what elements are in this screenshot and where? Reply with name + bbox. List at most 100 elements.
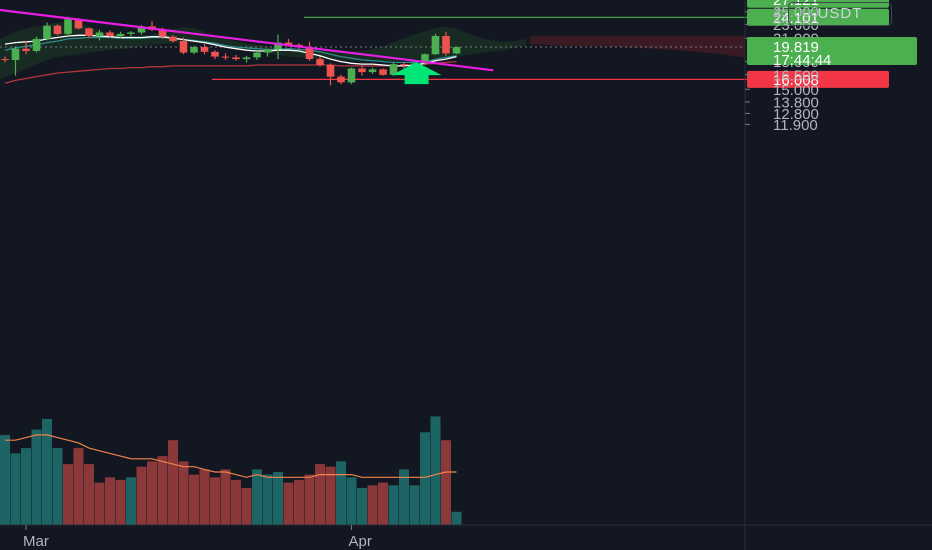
buy-arrow-icon <box>391 62 442 85</box>
candle-bearish <box>358 68 366 73</box>
candle-bearish <box>442 36 450 54</box>
candle-bullish <box>32 38 41 51</box>
volume-bar <box>21 448 31 525</box>
volume-bar <box>31 429 42 525</box>
descending-trendline <box>0 8 494 72</box>
volume-bar <box>273 472 283 525</box>
level-price-label: 24.101 <box>773 10 819 27</box>
candle-bearish <box>337 76 345 83</box>
candle-bearish <box>211 51 219 57</box>
current-price-label: 19.819 <box>773 39 819 56</box>
volume-bar <box>189 474 199 525</box>
volume-bar <box>168 440 178 525</box>
candle-bullish <box>368 69 377 73</box>
candle-bullish <box>43 25 51 39</box>
volume-bar <box>378 482 388 525</box>
candle-bullish <box>116 33 125 36</box>
candle-bullish <box>253 52 261 58</box>
candle-bearish <box>379 69 387 75</box>
volume-bar <box>199 469 210 525</box>
volume-ma-line <box>5 434 457 478</box>
volume-bar <box>231 479 241 525</box>
volume-bar <box>388 485 399 526</box>
candle-bearish <box>106 32 114 36</box>
currency-unit-label[interactable]: USDT <box>788 2 892 26</box>
drawings[interactable] <box>0 8 494 85</box>
candle-bearish <box>284 42 293 45</box>
ma-teal-line <box>4 36 457 64</box>
candle-bullish <box>127 32 135 34</box>
price-tick-label: 15.000 <box>773 82 819 99</box>
time-tick-label: Mar <box>23 533 49 550</box>
volume-bar <box>94 482 105 525</box>
volume-bars <box>0 416 462 526</box>
volume-bar <box>420 432 430 526</box>
candle-bearish <box>400 64 408 66</box>
volume-bar <box>409 485 420 526</box>
volume-bar <box>42 419 52 525</box>
candle-bullish <box>421 54 429 64</box>
volume-bar <box>336 461 346 525</box>
volume-bar <box>325 466 336 525</box>
volume-bar <box>304 474 315 525</box>
price-axis[interactable]: 40.51134.61230.27927.12124.10116.00844.0… <box>744 0 917 550</box>
time-axis: Mar Apr <box>0 524 932 550</box>
moving-averages <box>4 34 457 84</box>
volume-bar <box>0 434 10 525</box>
candle-bearish <box>85 28 93 36</box>
candle-bearish <box>53 25 62 34</box>
volume-bar <box>399 469 409 525</box>
candle-bullish <box>347 68 356 83</box>
horizontal-levels[interactable] <box>212 0 747 81</box>
current-price-tag <box>747 37 917 65</box>
candle-bullish <box>263 49 272 53</box>
candle-bullish <box>11 48 20 60</box>
volume-bar <box>73 448 84 525</box>
level-price-label: 27.121 <box>773 0 819 9</box>
time-tick-label: Apr <box>349 533 372 550</box>
candle-bearish <box>326 65 335 77</box>
candle-bearish <box>305 47 314 60</box>
candle-bullish <box>190 47 198 53</box>
ma-fast-line <box>4 34 457 67</box>
volume-bar <box>252 469 262 525</box>
candle-bearish <box>200 47 209 52</box>
candle-bearish <box>22 48 30 51</box>
candle-bullish <box>137 26 146 33</box>
price-tick-label: 16.500 <box>773 67 819 84</box>
candle-bearish <box>221 56 230 58</box>
level-price-label: 16.008 <box>773 72 819 89</box>
volume-bar <box>147 461 157 525</box>
cloud-bearish-area <box>530 36 745 58</box>
volume-bar <box>10 453 21 525</box>
price-tick-label: 12.800 <box>773 106 819 123</box>
volume-bar <box>451 511 462 526</box>
bar-countdown-label: 17:44:44 <box>773 52 831 69</box>
candle-bearish <box>169 36 177 42</box>
candle-bullish <box>242 57 251 60</box>
candle-bearish <box>232 57 240 60</box>
volume-bar <box>115 479 126 525</box>
volume-bar <box>84 464 94 525</box>
volume-bar <box>136 466 147 525</box>
volume-bar <box>105 477 115 525</box>
volume-bar <box>63 464 73 525</box>
volume-bar <box>441 440 451 525</box>
candle-bearish <box>158 29 167 37</box>
candle-bearish <box>179 41 188 53</box>
volume-bar <box>367 485 378 526</box>
volume-bar <box>430 416 441 525</box>
candle-bullish <box>389 64 398 75</box>
price-tick-label: 25.000 <box>773 4 819 21</box>
volume-bar <box>241 487 252 525</box>
volume-bar <box>178 461 189 525</box>
candlesticks <box>1 16 461 86</box>
candle-bearish <box>316 59 324 65</box>
ma-slow-line <box>4 60 457 84</box>
volume-bar <box>262 474 273 525</box>
candle-bullish <box>431 36 440 55</box>
volume-bar <box>283 482 294 525</box>
candle-bearish <box>1 59 9 61</box>
candle-bearish <box>74 19 83 29</box>
